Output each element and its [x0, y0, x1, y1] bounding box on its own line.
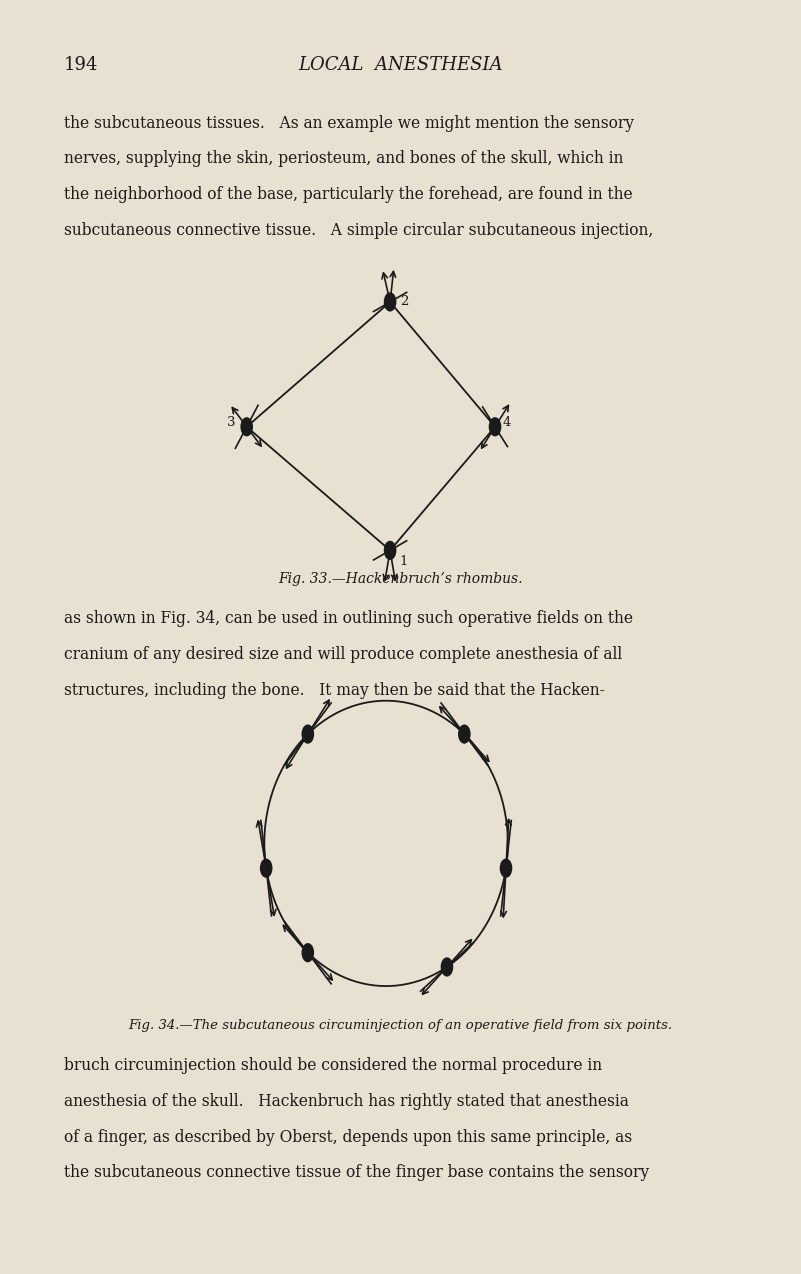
- Text: 4: 4: [503, 417, 511, 429]
- Text: the subcutaneous tissues.   As an example we might mention the sensory: the subcutaneous tissues. As an example …: [64, 115, 634, 131]
- Circle shape: [260, 859, 272, 877]
- Text: 3: 3: [227, 417, 235, 429]
- Text: subcutaneous connective tissue.   A simple circular subcutaneous injection,: subcutaneous connective tissue. A simple…: [64, 222, 654, 238]
- Circle shape: [459, 725, 470, 743]
- Circle shape: [302, 944, 313, 962]
- Text: the neighborhood of the base, particularly the forehead, are found in the: the neighborhood of the base, particular…: [64, 186, 633, 203]
- Text: anesthesia of the skull.   Hackenbruch has rightly stated that anesthesia: anesthesia of the skull. Hackenbruch has…: [64, 1093, 629, 1110]
- Text: cranium of any desired size and will produce complete anesthesia of all: cranium of any desired size and will pro…: [64, 646, 622, 662]
- Circle shape: [241, 418, 252, 436]
- Text: 1: 1: [400, 555, 408, 568]
- Text: the subcutaneous connective tissue of the finger base contains the sensory: the subcutaneous connective tissue of th…: [64, 1164, 649, 1181]
- Text: 194: 194: [64, 56, 99, 74]
- Circle shape: [384, 293, 396, 311]
- Text: nerves, supplying the skin, periosteum, and bones of the skull, which in: nerves, supplying the skin, periosteum, …: [64, 150, 623, 167]
- Text: LOCAL  ANESTHESIA: LOCAL ANESTHESIA: [298, 56, 503, 74]
- Text: of a finger, as described by Oberst, depends upon this same principle, as: of a finger, as described by Oberst, dep…: [64, 1129, 632, 1145]
- Circle shape: [489, 418, 501, 436]
- Text: Fig. 34.—The subcutaneous circuminjection of an operative field from six points.: Fig. 34.—The subcutaneous circuminjectio…: [128, 1019, 673, 1032]
- Text: Fig. 33.—Hackenbruch’s rhombus.: Fig. 33.—Hackenbruch’s rhombus.: [278, 572, 523, 586]
- Circle shape: [501, 859, 512, 877]
- Text: as shown in Fig. 34, can be used in outlining such operative fields on the: as shown in Fig. 34, can be used in outl…: [64, 610, 633, 627]
- Circle shape: [441, 958, 453, 976]
- Circle shape: [384, 541, 396, 559]
- Text: 2: 2: [400, 296, 409, 308]
- Text: bruch circuminjection should be considered the normal procedure in: bruch circuminjection should be consider…: [64, 1057, 602, 1074]
- Circle shape: [302, 725, 313, 743]
- Text: structures, including the bone.   It may then be said that the Hacken-: structures, including the bone. It may t…: [64, 682, 605, 698]
